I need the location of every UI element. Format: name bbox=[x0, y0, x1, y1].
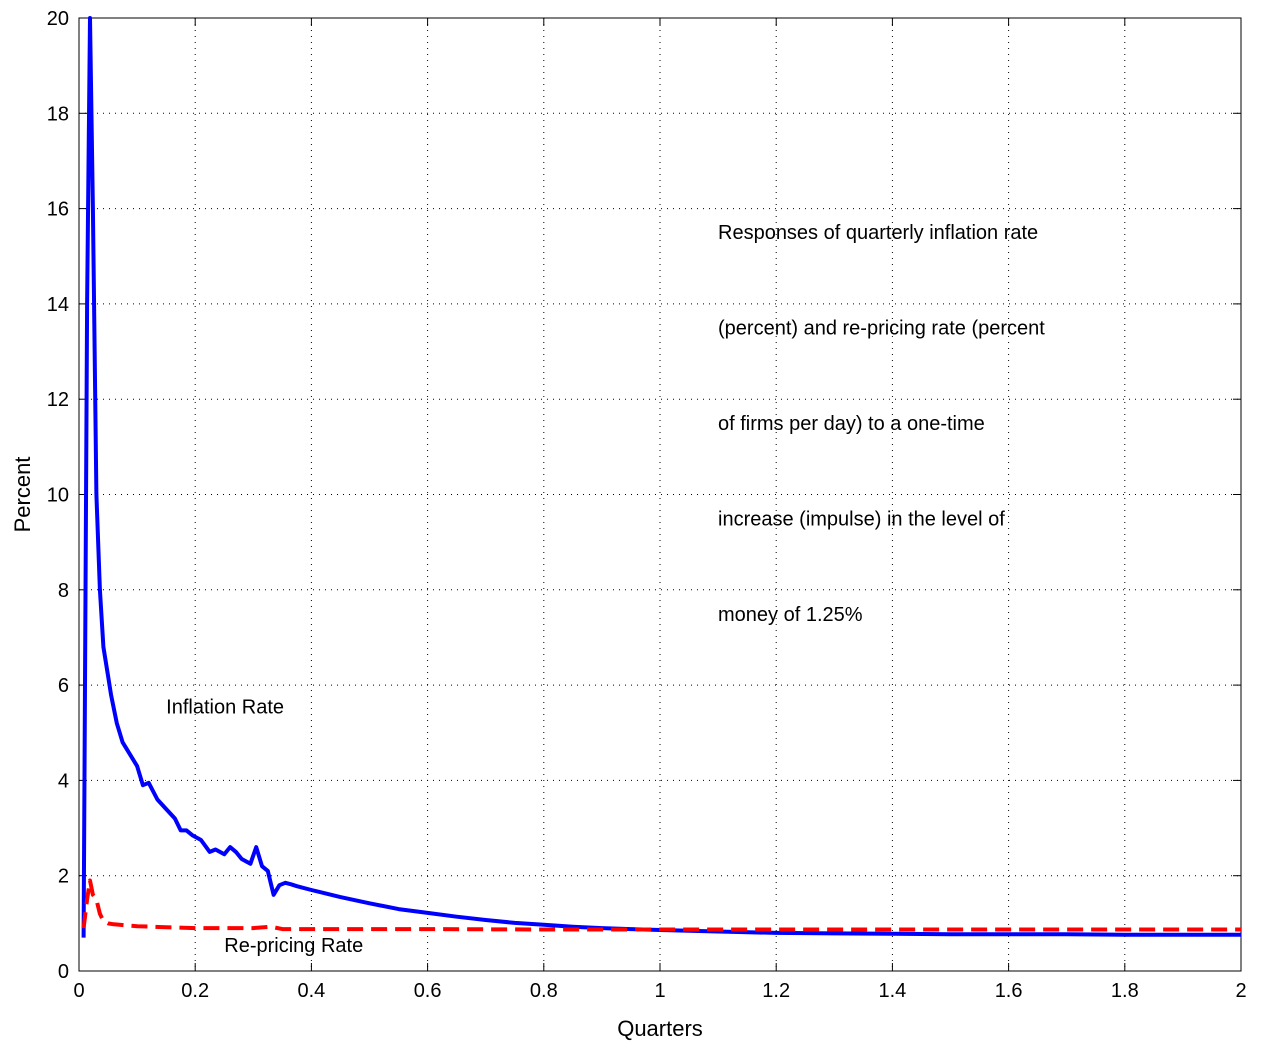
y-tick-label: 14 bbox=[47, 294, 69, 316]
annotation-line: money of 1.25% bbox=[718, 604, 863, 626]
series-line-re-pricing-rate bbox=[81, 878, 1241, 932]
annotation-line: of firms per day) to a one-time bbox=[718, 413, 985, 435]
annotation: Responses of quarterly inflation rate (pe… bbox=[718, 222, 1045, 626]
x-tick-label: 0.6 bbox=[414, 980, 442, 1002]
y-axis-label: Percent bbox=[10, 457, 35, 533]
series-group bbox=[81, 16, 1241, 938]
y-tick-label: 0 bbox=[58, 961, 69, 983]
y-tick-label: 20 bbox=[47, 8, 69, 30]
x-tick-label: 1.8 bbox=[1111, 980, 1139, 1002]
plot-frame bbox=[78, 17, 1242, 972]
y-tick-label: 4 bbox=[58, 770, 69, 792]
x-axis-label: Quarters bbox=[617, 1016, 703, 1041]
y-tick-label: 6 bbox=[58, 675, 69, 697]
x-tick-label: 0.2 bbox=[181, 980, 209, 1002]
annotation-line: Responses of quarterly inflation rate bbox=[718, 222, 1038, 244]
x-tick-label: 1.4 bbox=[878, 980, 906, 1002]
y-tick-label: 16 bbox=[47, 199, 69, 221]
axes: 0 0.2 0.4 0.6 0.8 1 1.2 1.4 1.6 1.8 20246810121416… bbox=[47, 8, 1247, 1002]
x-tick-label: 2 bbox=[1235, 980, 1246, 1002]
series-label-re-pricing-rate: Re-pricing Rate bbox=[224, 935, 363, 957]
grid bbox=[79, 18, 1241, 971]
series-line-inflation-rate bbox=[81, 16, 1241, 938]
x-tick-label: 1 bbox=[654, 980, 665, 1002]
x-tick-label: 0.8 bbox=[530, 980, 558, 1002]
x-tick-label: 1.2 bbox=[762, 980, 790, 1002]
x-tick-label: 0.4 bbox=[297, 980, 325, 1002]
series-label-inflation-rate: Inflation Rate bbox=[166, 697, 284, 719]
y-tick-label: 18 bbox=[47, 103, 69, 125]
annotation-line: (percent) and re-pricing rate (percent bbox=[718, 318, 1045, 340]
x-tick-label: 0 bbox=[73, 980, 84, 1002]
annotation-line: increase (impulse) in the level of bbox=[718, 509, 1005, 531]
x-tick-label: 1.6 bbox=[995, 980, 1023, 1002]
series-labels: Inflation Rate Re-pricing Rate bbox=[166, 697, 363, 957]
y-tick-label: 10 bbox=[47, 485, 69, 507]
y-tick-label: 2 bbox=[58, 866, 69, 888]
y-tick-label: 12 bbox=[47, 389, 69, 411]
y-tick-label: 8 bbox=[58, 580, 69, 602]
